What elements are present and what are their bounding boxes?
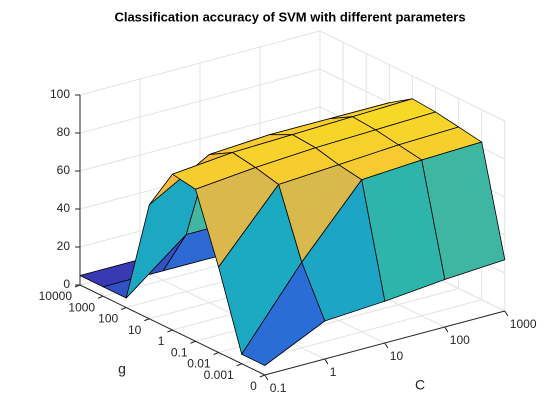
y-tick-label: 0.01	[187, 357, 211, 371]
tick-mark	[504, 310, 509, 317]
x-tick-label: 10	[390, 349, 404, 363]
tick-mark	[444, 326, 449, 333]
y-tick-label: 1	[158, 334, 165, 348]
y-tick-label: 100	[98, 312, 118, 326]
x-tick-label: 1000	[510, 317, 537, 331]
z-tick-label: 40	[57, 201, 71, 215]
z-tick-label: 80	[57, 125, 71, 139]
z-tick-label: 60	[57, 163, 71, 177]
x-tick-label: 0.1	[270, 381, 287, 395]
y-axis-label: g	[118, 361, 126, 377]
chart-title: Classification accuracy of SVM with diff…	[114, 9, 465, 24]
z-tick-label: 0	[63, 277, 70, 291]
x-axis-label: C	[415, 377, 425, 393]
y-tick-label: 10000	[39, 289, 73, 303]
tick-mark	[259, 374, 265, 378]
surface-patch	[241, 261, 326, 366]
tick-mark	[121, 307, 127, 310]
tick-mark	[167, 329, 173, 333]
tick-mark	[236, 363, 242, 367]
y-tick-label: 10	[128, 323, 142, 337]
tick-mark	[213, 352, 219, 355]
x-tick-label: 1	[330, 365, 337, 379]
tick-mark	[190, 340, 196, 344]
y-tick-label: 1000	[68, 300, 95, 314]
z-tick-label: 100	[50, 87, 70, 101]
y-tick-label: 0.1	[171, 345, 188, 359]
x-tick-label: 100	[450, 333, 470, 347]
z-tick-label: 20	[57, 239, 71, 253]
tick-mark	[264, 374, 269, 381]
y-tick-label: 0.001	[204, 368, 234, 382]
tick-mark	[384, 342, 389, 349]
tick-mark	[144, 318, 150, 322]
tick-mark	[324, 358, 329, 365]
tick-mark	[74, 284, 81, 288]
tick-mark	[97, 295, 104, 299]
y-tick-label: 0	[250, 379, 257, 393]
